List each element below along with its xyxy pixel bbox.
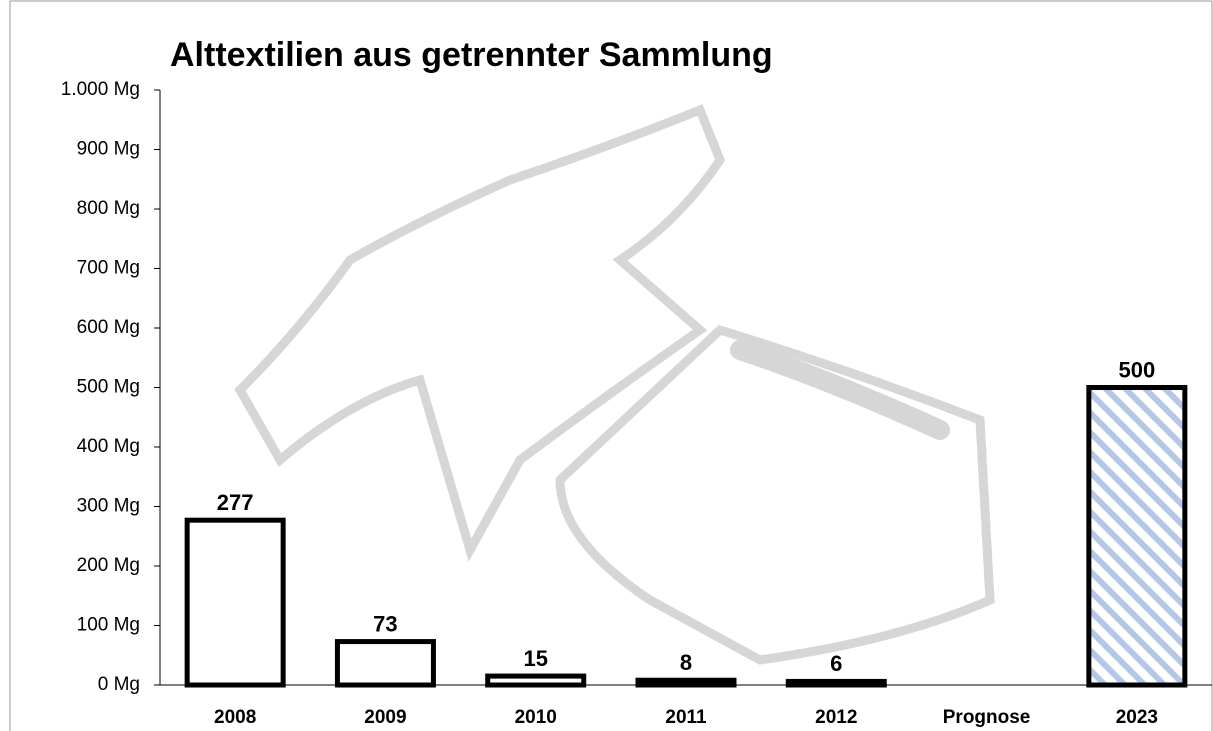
value-label: 73 bbox=[373, 611, 397, 636]
bar bbox=[635, 677, 737, 688]
y-tick-label: 400 Mg bbox=[77, 436, 140, 457]
x-tick-label: 2023 bbox=[1116, 707, 1158, 728]
y-tick-label: 900 Mg bbox=[77, 139, 140, 160]
bar bbox=[785, 678, 887, 688]
bar bbox=[485, 673, 587, 688]
y-tick-label: 800 Mg bbox=[77, 198, 140, 219]
value-label: 6 bbox=[830, 651, 842, 676]
y-tick-label: 500 Mg bbox=[77, 377, 140, 398]
y-tick-label: 0 Mg bbox=[98, 674, 140, 695]
bar bbox=[184, 517, 286, 688]
background-illustration bbox=[234, 104, 995, 665]
x-tick-label: Prognose bbox=[943, 707, 1031, 728]
y-tick-label: 300 Mg bbox=[77, 496, 140, 517]
bar bbox=[334, 639, 436, 688]
chart-title: Alttextilien aus getrennter Sammlung bbox=[170, 36, 773, 74]
x-tick-label: 2011 bbox=[665, 707, 707, 728]
bar bbox=[1086, 385, 1188, 688]
x-tick-label: 2008 bbox=[214, 707, 256, 728]
x-tick-label: 2010 bbox=[515, 707, 557, 728]
value-label: 500 bbox=[1118, 357, 1155, 382]
x-tick-label: 2012 bbox=[815, 707, 857, 728]
y-tick-label: 700 Mg bbox=[77, 258, 140, 279]
x-tick-label: 2009 bbox=[364, 707, 406, 728]
value-label: 277 bbox=[217, 490, 254, 515]
y-tick-label: 100 Mg bbox=[77, 615, 140, 636]
y-tick-label: 200 Mg bbox=[77, 555, 140, 576]
y-tick-label: 1.000 Mg bbox=[61, 79, 140, 100]
value-label: 15 bbox=[523, 646, 547, 671]
value-label: 8 bbox=[680, 650, 692, 675]
y-tick-label: 600 Mg bbox=[77, 317, 140, 338]
